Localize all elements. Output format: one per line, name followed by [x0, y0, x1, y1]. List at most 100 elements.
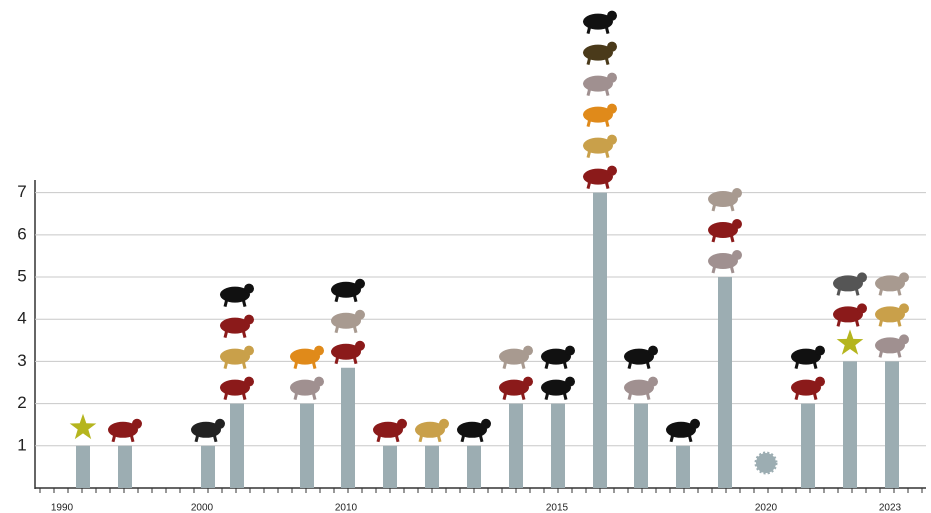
- animal-head: [607, 103, 617, 114]
- animal-body: [499, 379, 529, 396]
- y-tick-label: 7: [17, 182, 26, 201]
- animal-icon: [220, 345, 254, 369]
- animal-leg: [520, 391, 526, 400]
- star-icon: [836, 329, 864, 355]
- animal-icon: [541, 345, 575, 369]
- animal-head: [481, 418, 491, 429]
- animal-leg: [645, 391, 651, 400]
- animal-body: [220, 348, 250, 365]
- animal-leg: [334, 324, 340, 334]
- animal-leg: [212, 433, 218, 443]
- bar: [118, 445, 132, 488]
- animal-leg: [562, 391, 568, 400]
- animal-leg: [223, 298, 229, 307]
- x-tick-label: 1990: [51, 503, 74, 513]
- animal-head: [397, 418, 407, 429]
- animal-body: [833, 275, 863, 292]
- animal-body: [541, 379, 571, 396]
- animal-head: [355, 309, 365, 320]
- animal-leg: [878, 287, 884, 296]
- animal-body: [290, 379, 320, 396]
- animal-leg: [311, 360, 317, 369]
- animal-head: [439, 418, 449, 429]
- animal-body: [499, 348, 529, 365]
- animal-leg: [586, 87, 592, 97]
- animal-icon: [457, 418, 491, 443]
- animal-head: [648, 345, 658, 356]
- animal-icon: [708, 188, 742, 212]
- animal-leg: [241, 298, 247, 307]
- animal-head: [355, 340, 365, 351]
- animal-leg: [223, 329, 229, 338]
- bar: [718, 277, 732, 488]
- animal-icon: [191, 418, 225, 443]
- animal-head: [857, 303, 867, 314]
- animal-icon: [290, 345, 324, 369]
- animal-leg: [562, 360, 568, 369]
- x-tick-label: 2023: [879, 503, 902, 513]
- animal-icon: [583, 103, 617, 128]
- x-tick-label: 2000: [191, 503, 214, 513]
- animal-leg: [812, 391, 818, 400]
- animal-leg: [604, 180, 610, 190]
- animal-body: [708, 253, 738, 270]
- animal-body: [875, 337, 905, 354]
- animal-body: [457, 421, 487, 438]
- animal-leg: [711, 233, 717, 243]
- animal-icon: [331, 278, 365, 303]
- animal-body: [833, 306, 863, 323]
- animal-body: [583, 137, 613, 154]
- animal-leg: [460, 433, 466, 443]
- animal-body: [583, 168, 613, 185]
- bar: [425, 445, 439, 488]
- animal-leg: [836, 287, 842, 296]
- animal-leg: [376, 433, 382, 443]
- animal-leg: [729, 233, 735, 243]
- animal-icon: [499, 345, 533, 369]
- animal-head: [732, 188, 742, 199]
- animal-leg: [711, 264, 717, 274]
- animal-leg: [604, 87, 610, 97]
- animal-body: [541, 348, 571, 365]
- animal-icon: [415, 418, 449, 443]
- animal-head: [690, 418, 700, 429]
- x-tick-label: 2015: [546, 503, 569, 513]
- animal-leg: [334, 355, 340, 365]
- y-tick-label: 2: [17, 393, 26, 412]
- animal-leg: [223, 360, 229, 369]
- animal-leg: [627, 360, 633, 369]
- animal-body: [331, 281, 361, 298]
- animal-head: [523, 376, 533, 387]
- animal-icon: [875, 303, 909, 327]
- animal-body: [666, 421, 696, 438]
- animal-icon: [583, 41, 617, 66]
- animal-icon: [541, 376, 575, 400]
- animal-body: [415, 421, 445, 438]
- bar: [634, 403, 648, 488]
- animal-leg: [896, 287, 902, 296]
- animal-body: [875, 275, 905, 292]
- animal-leg: [394, 433, 400, 443]
- animal-body: [791, 348, 821, 365]
- animal-leg: [854, 287, 860, 296]
- animal-icon: [875, 272, 909, 296]
- bar: [300, 403, 314, 488]
- animal-body: [708, 191, 738, 208]
- animal-leg: [729, 264, 735, 274]
- animal-leg: [586, 118, 592, 128]
- animal-leg: [129, 433, 135, 443]
- animal-leg: [520, 360, 526, 369]
- animal-head: [607, 72, 617, 83]
- animal-leg: [794, 360, 800, 369]
- bar: [341, 367, 355, 488]
- animal-icon: [108, 418, 142, 443]
- animal-head: [607, 10, 617, 21]
- animal-leg: [687, 433, 693, 443]
- y-tick-label: 4: [17, 309, 26, 328]
- animal-leg: [645, 360, 651, 369]
- animal-body: [290, 348, 320, 365]
- y-tick-label: 5: [17, 267, 26, 286]
- animal-head: [244, 314, 254, 325]
- animal-head: [899, 334, 909, 345]
